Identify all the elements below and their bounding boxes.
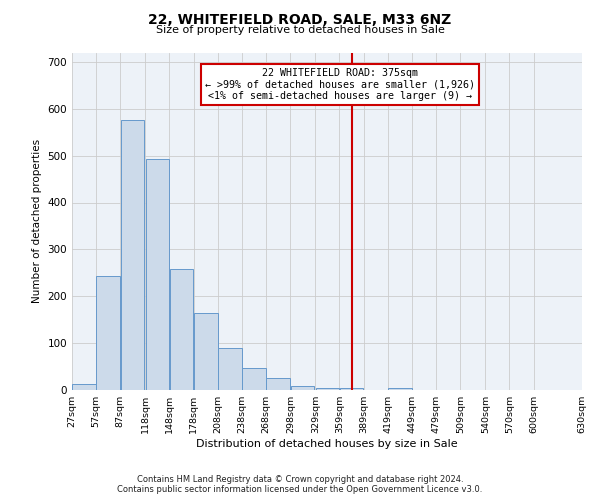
Bar [146,159,169,390]
Text: 22, WHITEFIELD ROAD, SALE, M33 6NZ: 22, WHITEFIELD ROAD, SALE, M33 6NZ [148,12,452,26]
Bar [266,378,290,390]
Bar [194,312,218,390]
Y-axis label: Number of detached properties: Number of detached properties [32,139,42,304]
Bar [316,388,339,390]
Text: Contains HM Land Registry data © Crown copyright and database right 2024.
Contai: Contains HM Land Registry data © Crown c… [118,474,482,494]
X-axis label: Distribution of detached houses by size in Sale: Distribution of detached houses by size … [196,439,458,449]
Text: Size of property relative to detached houses in Sale: Size of property relative to detached ho… [155,25,445,35]
Bar [73,384,96,390]
Bar [290,386,314,390]
Bar [242,368,266,390]
Bar [121,120,144,390]
Bar [340,388,364,390]
Bar [97,276,120,390]
Bar [170,269,193,390]
Text: 22 WHITEFIELD ROAD: 375sqm
← >99% of detached houses are smaller (1,926)
<1% of : 22 WHITEFIELD ROAD: 375sqm ← >99% of det… [205,68,475,101]
Bar [388,388,412,390]
Bar [218,348,242,390]
